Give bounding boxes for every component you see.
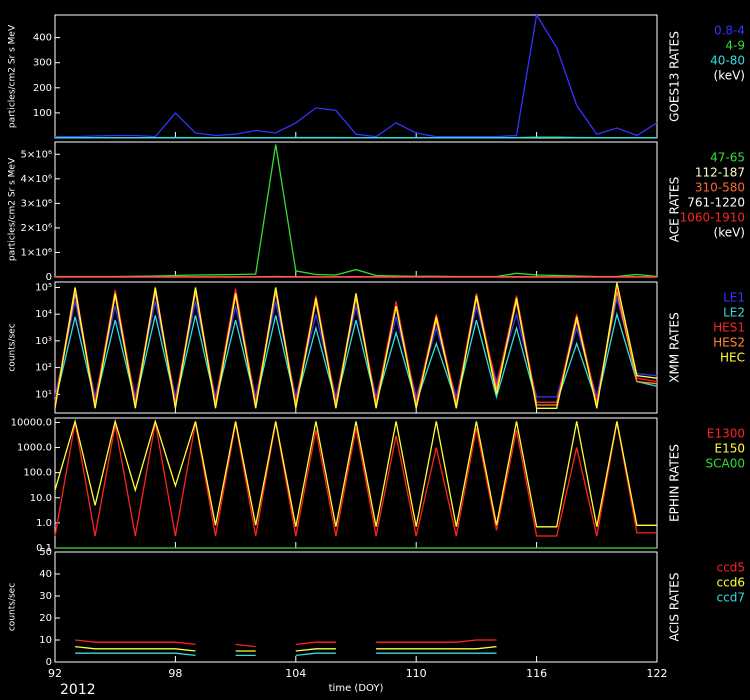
y-tick-label: 20 [39,613,52,624]
legend-entry: ccd5 [717,561,745,575]
legend-entry: 47-65 [710,151,745,165]
y-tick-label: 10³ [35,336,52,347]
panel-title: GOES13 RATES [668,31,682,122]
y-tick-label: 200 [33,83,52,94]
series-line [54,297,658,400]
legend-entry: ccd6 [717,576,745,590]
plot-frame [54,551,658,663]
legend-entry: 112-187 [695,166,745,180]
y-tick-label: 1000.0 [17,443,52,454]
legend-entry: 4-9 [725,39,745,53]
x-tick-label: 104 [285,667,306,680]
y-tick-label: 10¹ [35,389,52,400]
legend-entry: LE1 [723,291,745,305]
series-line [54,422,657,537]
legend-entry: E150 [715,442,746,456]
y-tick-label: 3×10⁶ [21,198,52,209]
legend-entry: 1060-1910 [680,211,745,225]
y-tick-label: 1.0 [36,518,52,529]
y-axis-label: particles/cm2 Sr s MeV [8,157,18,261]
legend-entry: HES1 [713,321,745,335]
series-line [54,418,657,528]
series-line [75,618,637,651]
legend-unit: (keV) [714,226,745,240]
date-label: 2012 [60,682,96,698]
x-axis-label: time (DOY) [329,683,384,694]
y-tick-label: 10² [35,363,52,374]
y-tick-label: 2×10⁶ [21,223,52,234]
x-tick-label: 116 [526,667,547,680]
legend-entry: LE2 [723,306,745,320]
y-axis-label: counts/sec [8,583,18,631]
y-tick-label: 10000.0 [11,417,52,428]
series-line [55,13,658,138]
x-tick-label: 110 [406,667,427,680]
y-tick-label: 5×10⁶ [21,149,52,160]
legend-entry: 761-1220 [687,196,745,210]
y-tick-label: 50 [39,547,52,558]
plot-frame [54,417,658,549]
legend-entry: 40-80 [710,54,745,68]
y-tick-label: 40 [39,569,52,580]
y-tick-label: 1×10⁶ [21,247,52,258]
y-tick-label: 4×10⁶ [21,174,52,185]
legend-unit: (keV) [714,69,745,83]
panel-title: ACIS RATES [668,572,682,641]
x-tick-label: 92 [48,667,62,680]
y-tick-label: 100 [33,108,52,119]
panel-title: XMM RATES [668,312,682,382]
y-tick-label: 100.0 [23,468,52,479]
x-tick-label: 98 [168,667,182,680]
y-tick-label: 10 [39,635,52,646]
legend-entry: HEC [720,351,745,365]
y-tick-label: 10⁴ [35,309,52,320]
legend-entry: 0.8-4 [714,24,745,38]
series-line [55,144,658,278]
legend-entry: SCA00 [706,457,745,471]
legend-entry: E1300 [707,427,745,441]
series-line [54,282,658,409]
y-tick-label: 0.1 [36,543,52,554]
panel-title: EPHIN RATES [668,444,682,522]
x-tick-label: 122 [647,667,668,680]
y-tick-label: 30 [39,591,52,602]
y-tick-label: 0 [46,272,52,283]
plot-frame [54,141,658,278]
y-axis-label: particles/cm2 Sr s MeV [8,24,18,128]
y-tick-label: 10.0 [30,493,52,504]
series-line [75,607,637,647]
legend-entry: HES2 [713,336,745,350]
plot-frame [54,281,658,414]
series-line [54,291,658,406]
y-tick-label: 0 [46,657,52,668]
y-tick-label: 10⁵ [35,282,52,293]
y-axis-label: counts/sec [8,323,18,371]
y-tick-label: 300 [33,58,52,69]
legend-entry: 310-580 [695,181,745,195]
panel-title: ACE RATES [668,177,682,242]
y-tick-label: 400 [33,33,52,44]
legend-entry: ccd7 [717,591,745,605]
